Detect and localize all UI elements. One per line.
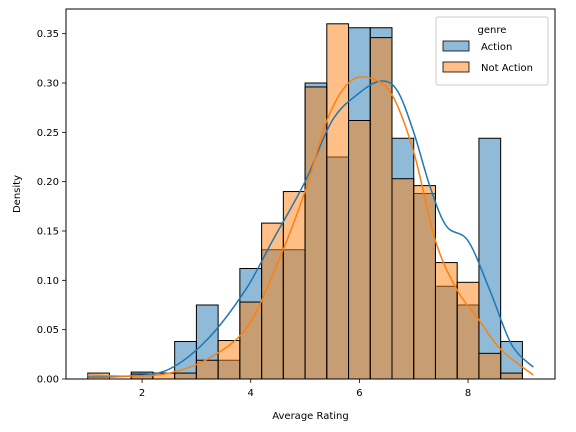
legend-swatch-not-action [442,61,470,73]
x-axis-label: Average Rating [272,411,348,422]
axes: 2 4 6 8 0.00 0.05 0.10 0.15 0.20 0.25 0.30 0.35 [37,8,556,399]
x-tick-label: 2 [139,388,145,399]
y-tick-label: 0.15 [37,227,59,238]
x-tick-label: 4 [248,388,254,399]
y-tick-label: 0.00 [37,375,59,386]
not-action-bar [500,372,523,380]
legend-label-not-action: Not Action [481,63,533,74]
y-tick-label: 0.20 [37,177,59,188]
y-ticks: 0.00 0.05 0.10 0.15 0.20 0.25 0.30 0.35 [37,29,66,386]
y-tick-label: 0.10 [37,276,59,287]
not-action-bar [413,185,436,380]
not-action-bar [261,222,284,380]
not-action-bar [348,119,371,380]
y-tick-label: 0.30 [37,79,59,90]
legend: genre Action Not Action [435,16,549,86]
y-tick-label: 0.35 [37,29,59,40]
y-tick-label: 0.05 [37,325,59,336]
not-action-bar [478,352,502,380]
x-tick-label: 6 [356,388,362,399]
x-tick-label: 8 [465,388,471,399]
y-tick-label: 0.25 [37,128,59,139]
not-action-bar [239,301,263,380]
not-action-bars [87,23,523,380]
not-action-bar [326,23,350,380]
kde-lines [87,76,534,378]
y-axis-label: Density [12,175,23,213]
x-ticks: 2 4 6 8 [139,379,471,399]
action-bar [478,137,502,380]
not-action-bar [174,372,197,380]
not-action-bar [434,262,458,380]
legend-title: genre [478,25,507,36]
legend-swatch-action [442,40,470,52]
not-action-kde-line [87,76,534,377]
action-kde-line [87,80,534,378]
legend-label-action: Action [481,42,512,53]
not-action-bar [391,178,415,380]
